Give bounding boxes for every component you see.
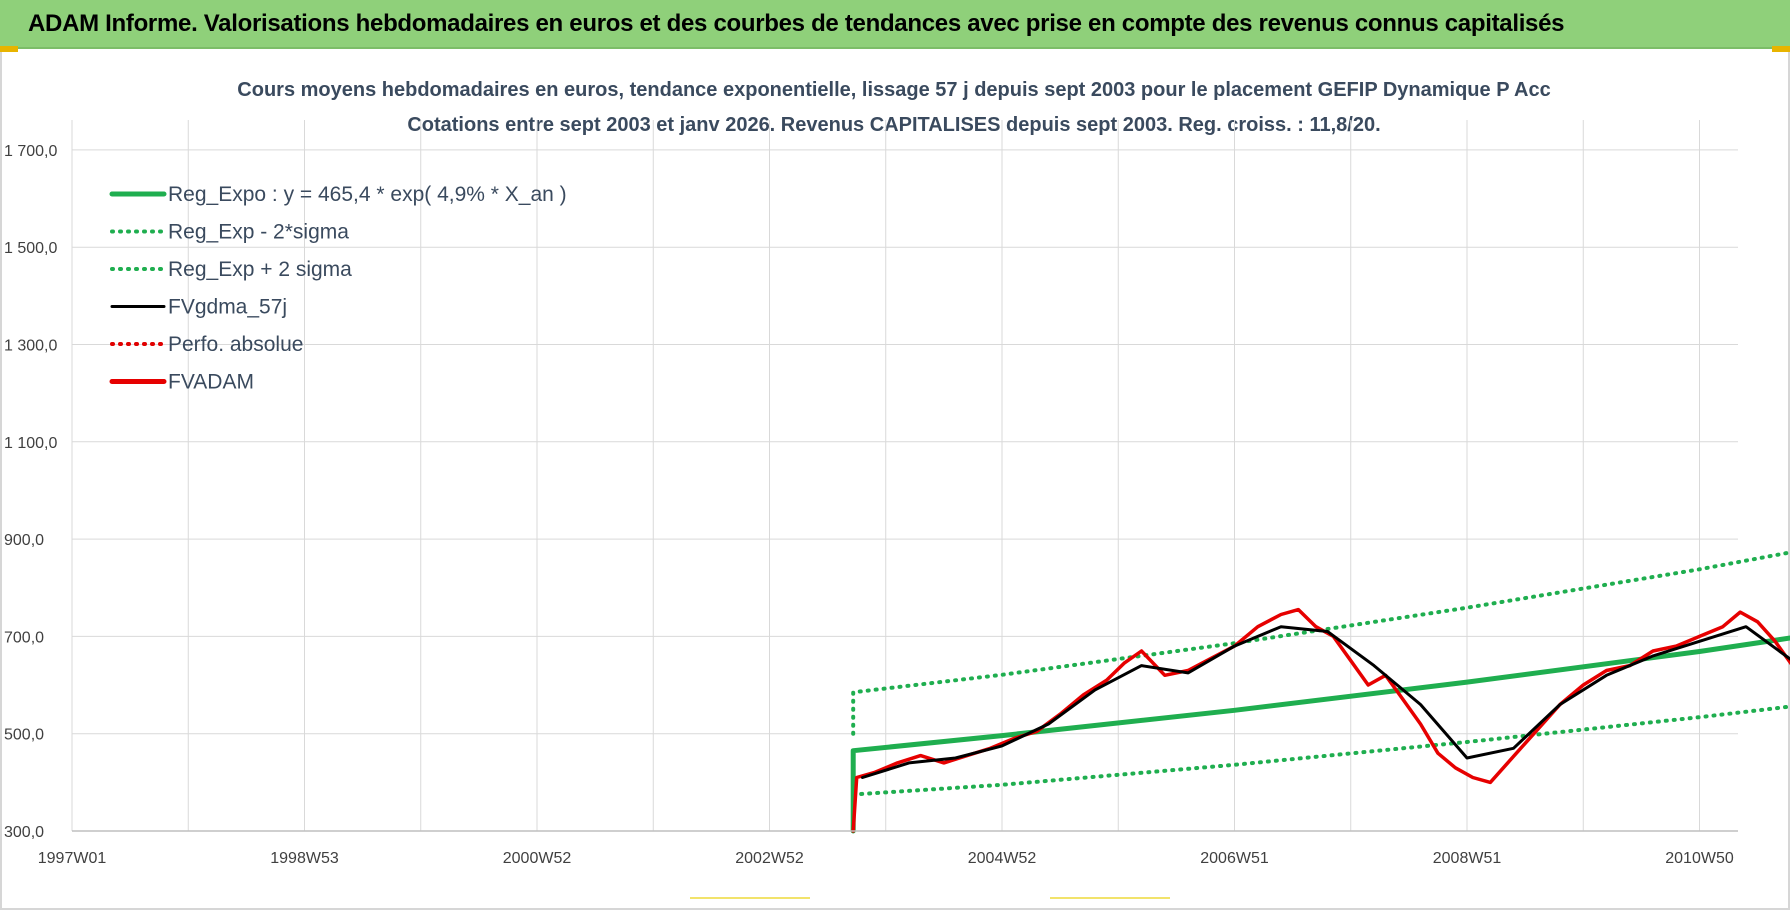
x-tick-label: 2006W51 <box>1200 850 1269 867</box>
series-line-5 <box>851 607 1790 833</box>
y-tick-label: 500,0 <box>4 727 44 744</box>
series-line-2 <box>851 550 1790 736</box>
plot-area <box>850 550 1790 834</box>
y-tick-label: 1 100,0 <box>4 435 57 452</box>
x-tick-label: 2010W50 <box>1665 850 1734 867</box>
y-tick-label: 300,0 <box>4 824 44 841</box>
legend-label: Perfo. absolue <box>168 333 303 356</box>
corner-marker <box>0 46 18 52</box>
legend-label: Reg_Exp + 2 sigma <box>168 258 352 281</box>
x-tick-label: 1998W53 <box>270 850 339 867</box>
y-tick-label: 1 300,0 <box>4 338 57 355</box>
x-tick-label: 2000W52 <box>503 850 572 867</box>
x-tick-label: 1997W01 <box>38 850 107 867</box>
x-tick-label: 2002W52 <box>735 850 804 867</box>
y-tick-label: 900,0 <box>4 532 44 549</box>
legend: Reg_Expo : y = 465,4 * exp( 4,9% * X_an … <box>109 183 567 394</box>
chart-frame <box>0 52 1790 910</box>
legend-label: Reg_Exp - 2*sigma <box>168 221 349 244</box>
x-tick-label: 2008W51 <box>1433 850 1502 867</box>
chart-subtitle: Cotations entre sept 2003 et janv 2026. … <box>407 114 1380 136</box>
series-line-0 <box>850 635 1790 834</box>
legend-label: FVADAM <box>168 371 254 394</box>
legend-label: Reg_Expo : y = 465,4 * exp( 4,9% * X_an … <box>168 183 567 206</box>
corner-marker <box>1772 46 1790 52</box>
report-title: ADAM Informe. Valorisations hebdomadaire… <box>28 10 1565 37</box>
chart-title: Cours moyens hebdomadaires en euros, ten… <box>237 79 1550 101</box>
legend-label: FVgdma_57j <box>168 296 287 319</box>
y-tick-label: 700,0 <box>4 629 44 646</box>
series-line-1 <box>851 704 1790 797</box>
report-banner: ADAM Informe. Valorisations hebdomadaire… <box>0 0 1790 49</box>
axes: 300,0 500,0 700,0 900,0 1 100,0 1 300,0 1 500,… <box>4 143 1738 899</box>
series-line-3 <box>861 625 1790 779</box>
x-tick-label: 2004W52 <box>968 850 1037 867</box>
y-tick-label: 1 500,0 <box>4 240 57 257</box>
y-tick-label: 1 700,0 <box>4 143 57 160</box>
